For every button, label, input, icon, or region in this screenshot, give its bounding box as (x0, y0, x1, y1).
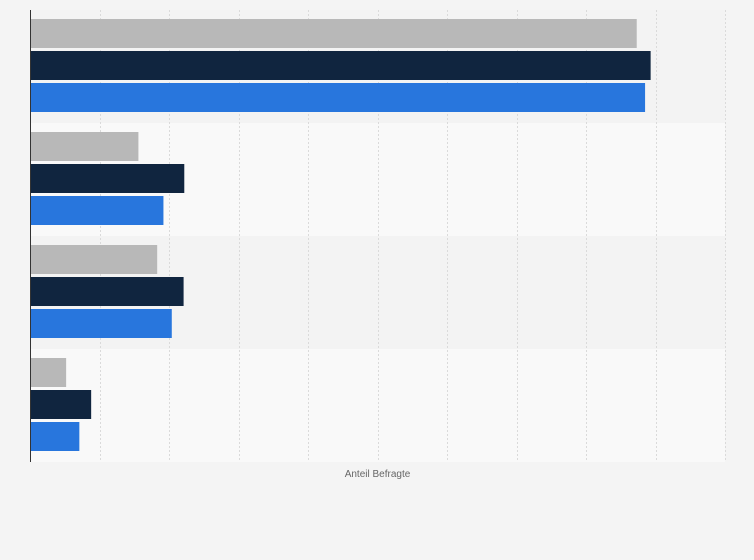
bar (30, 422, 80, 451)
bar (30, 358, 67, 387)
x-axis-label: Anteil Befragte (344, 469, 411, 480)
bar (30, 309, 172, 338)
bar (30, 245, 158, 274)
bar (30, 19, 637, 48)
bar (30, 164, 185, 193)
bar (30, 132, 139, 161)
bar (30, 277, 184, 306)
bar (30, 196, 164, 225)
bar (30, 83, 646, 112)
bar (30, 51, 651, 80)
category-band (30, 349, 725, 462)
bar (30, 390, 92, 419)
